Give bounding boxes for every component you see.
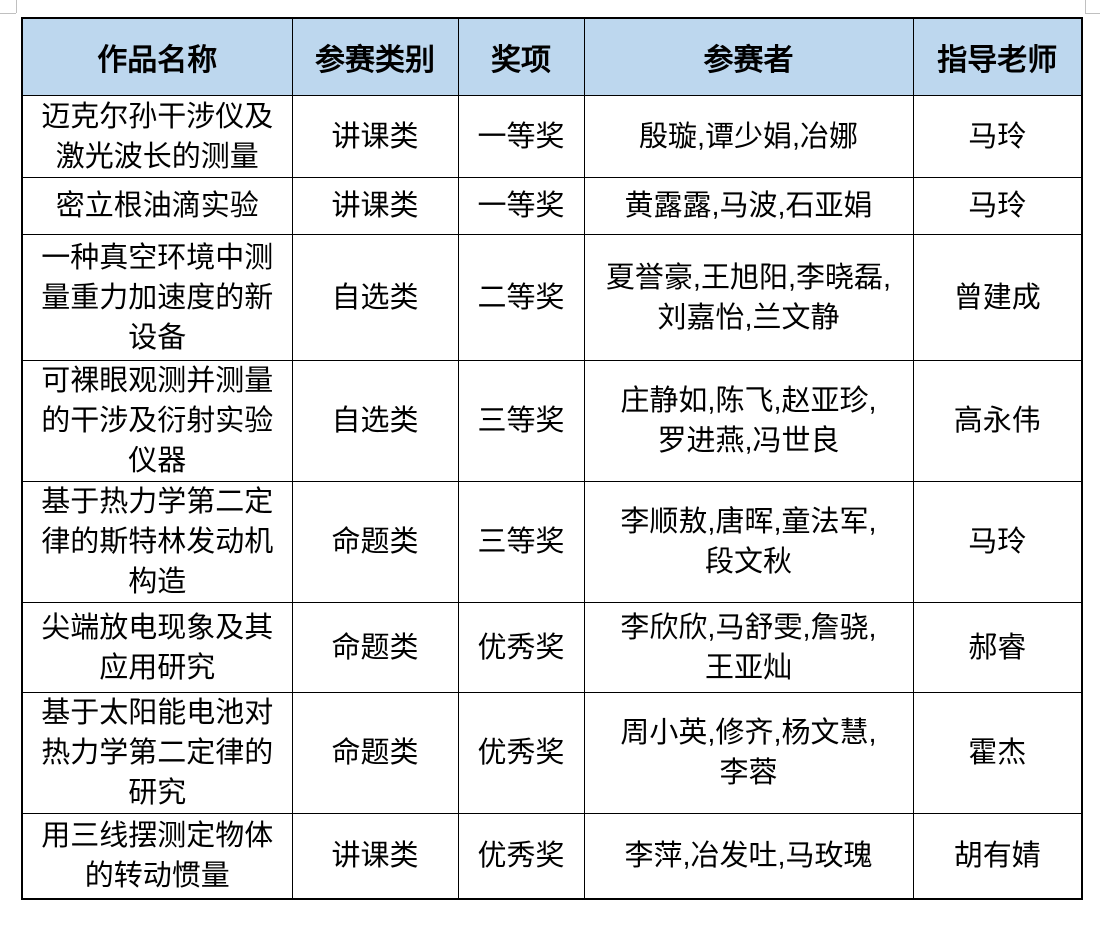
cell-name: 密立根油滴实验 (21, 177, 293, 235)
gridline-remnant (0, 13, 16, 14)
header-participants: 参赛者 (583, 17, 914, 96)
cell-name: 基于热力学第二定 律的斯特林发动机 构造 (21, 481, 293, 603)
cell-participants: 周小英,修齐,杨文慧, 李蓉 (583, 692, 914, 814)
cell-category: 讲课类 (291, 177, 459, 235)
cell-participants: 夏誉豪,王旭阳,李晓磊, 刘嘉怡,兰文静 (583, 234, 914, 361)
header-name: 作品名称 (21, 17, 293, 96)
awards-table: 作品名称 参赛类别 奖项 参赛者 指导老师 迈克尔孙干涉仪及 激光波长的测量 讲… (21, 17, 1083, 900)
table-row: 迈克尔孙干涉仪及 激光波长的测量 讲课类 一等奖 殷璇,谭少娟,冶娜 马玲 (21, 95, 1083, 178)
cell-participants: 李欣欣,马舒雯,詹骁, 王亚灿 (583, 602, 914, 693)
header-row: 作品名称 参赛类别 奖项 参赛者 指导老师 (21, 17, 1083, 96)
table-row: 尖端放电现象及其 应用研究 命题类 优秀奖 李欣欣,马舒雯,詹骁, 王亚灿 郝睿 (21, 602, 1083, 693)
cell-name: 迈克尔孙干涉仪及 激光波长的测量 (21, 95, 293, 178)
cell-category: 自选类 (291, 360, 459, 482)
cell-name: 一种真空环境中测 量重力加速度的新 设备 (21, 234, 293, 361)
cell-award: 一等奖 (457, 95, 585, 178)
cell-award: 三等奖 (457, 360, 585, 482)
cell-category: 命题类 (291, 602, 459, 693)
table-row: 可裸眼观测并测量 的干涉及衍射实验 仪器 自选类 三等奖 庄静如,陈飞,赵亚珍,… (21, 360, 1083, 482)
cell-award: 优秀奖 (457, 813, 585, 899)
cell-category: 自选类 (291, 234, 459, 361)
cell-teacher: 马玲 (912, 177, 1083, 235)
cell-award: 三等奖 (457, 481, 585, 603)
cell-award: 优秀奖 (457, 692, 585, 814)
cell-teacher: 胡有婧 (912, 813, 1083, 899)
cell-participants: 黄露露,马波,石亚娟 (583, 177, 914, 235)
cell-participants: 庄静如,陈飞,赵亚珍, 罗进燕,冯世良 (583, 360, 914, 482)
cell-participants: 李萍,冶发吐,马玫瑰 (583, 813, 914, 899)
cell-participants: 李顺敖,唐晖,童法军, 段文秋 (583, 481, 914, 603)
cell-teacher: 霍杰 (912, 692, 1083, 814)
cell-teacher: 高永伟 (912, 360, 1083, 482)
cell-category: 讲课类 (291, 813, 459, 899)
cell-category: 命题类 (291, 481, 459, 603)
cell-name: 用三线摆测定物体 的转动惯量 (21, 813, 293, 899)
table-row: 用三线摆测定物体 的转动惯量 讲课类 优秀奖 李萍,冶发吐,马玫瑰 胡有婧 (21, 813, 1083, 899)
cell-award: 优秀奖 (457, 602, 585, 693)
header-teacher: 指导老师 (912, 17, 1083, 96)
cell-category: 讲课类 (291, 95, 459, 178)
gridline-remnant (1085, 13, 1100, 14)
cell-teacher: 曾建成 (912, 234, 1083, 361)
table-row: 一种真空环境中测 量重力加速度的新 设备 自选类 二等奖 夏誉豪,王旭阳,李晓磊… (21, 234, 1083, 361)
cell-category: 命题类 (291, 692, 459, 814)
cell-teacher: 马玲 (912, 481, 1083, 603)
table-row: 基于热力学第二定 律的斯特林发动机 构造 命题类 三等奖 李顺敖,唐晖,童法军,… (21, 481, 1083, 603)
cell-teacher: 郝睿 (912, 602, 1083, 693)
cell-award: 一等奖 (457, 177, 585, 235)
gridline-remnant (1085, 0, 1086, 13)
table-row: 基于太阳能电池对 热力学第二定律的 研究 命题类 优秀奖 周小英,修齐,杨文慧,… (21, 692, 1083, 814)
cell-name: 基于太阳能电池对 热力学第二定律的 研究 (21, 692, 293, 814)
table-row: 密立根油滴实验 讲课类 一等奖 黄露露,马波,石亚娟 马玲 (21, 177, 1083, 235)
header-category: 参赛类别 (291, 17, 459, 96)
cell-teacher: 马玲 (912, 95, 1083, 178)
gridline-remnant (16, 0, 17, 13)
cell-name: 尖端放电现象及其 应用研究 (21, 602, 293, 693)
header-award: 奖项 (457, 17, 585, 96)
cell-name: 可裸眼观测并测量 的干涉及衍射实验 仪器 (21, 360, 293, 482)
cell-award: 二等奖 (457, 234, 585, 361)
cell-participants: 殷璇,谭少娟,冶娜 (583, 95, 914, 178)
